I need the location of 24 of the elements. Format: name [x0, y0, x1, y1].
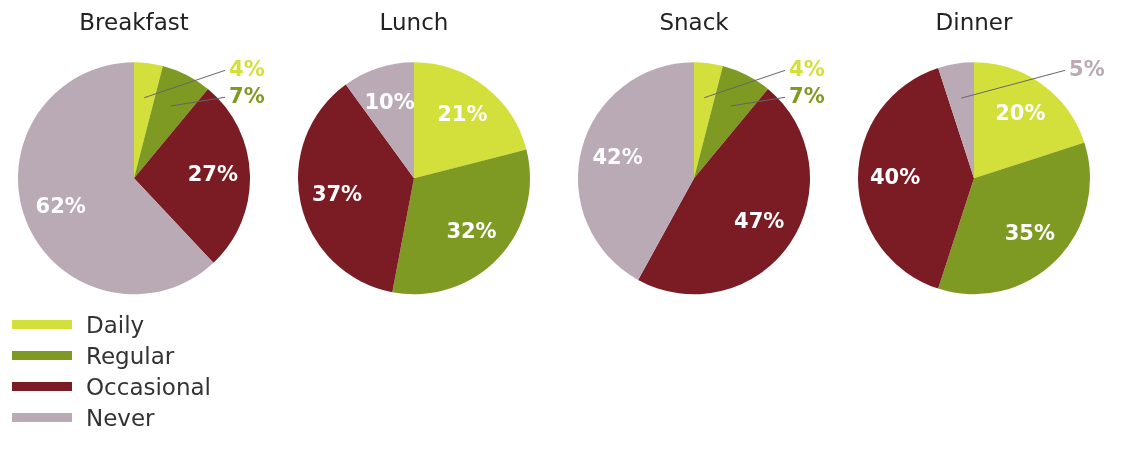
data-label: 37% — [311, 181, 363, 206]
data-label: 7% — [229, 83, 265, 108]
data-label: 21% — [437, 102, 488, 127]
legend-label: Daily — [86, 311, 145, 338]
data-label: 27% — [187, 162, 238, 187]
data-label: 47% — [734, 209, 785, 234]
data-label: 40% — [869, 164, 921, 189]
chart-title: Breakfast — [79, 8, 189, 35]
data-label: 35% — [1004, 220, 1055, 245]
legend-label: Regular — [86, 342, 175, 369]
data-label: 32% — [446, 218, 497, 243]
legend-label: Occasional — [86, 373, 211, 400]
data-label: 4% — [229, 56, 265, 81]
data-label: 7% — [789, 83, 825, 108]
data-label: 10% — [364, 89, 415, 114]
data-label: 62% — [35, 193, 86, 218]
data-label: 4% — [789, 56, 825, 81]
data-label: 42% — [592, 145, 643, 170]
data-label: 20% — [995, 100, 1046, 125]
data-label: 5% — [1069, 56, 1105, 81]
chart-title: Snack — [659, 8, 730, 35]
chart-title: Dinner — [935, 8, 1013, 35]
chart-title: Lunch — [379, 8, 449, 35]
legend-label: Never — [86, 404, 155, 431]
